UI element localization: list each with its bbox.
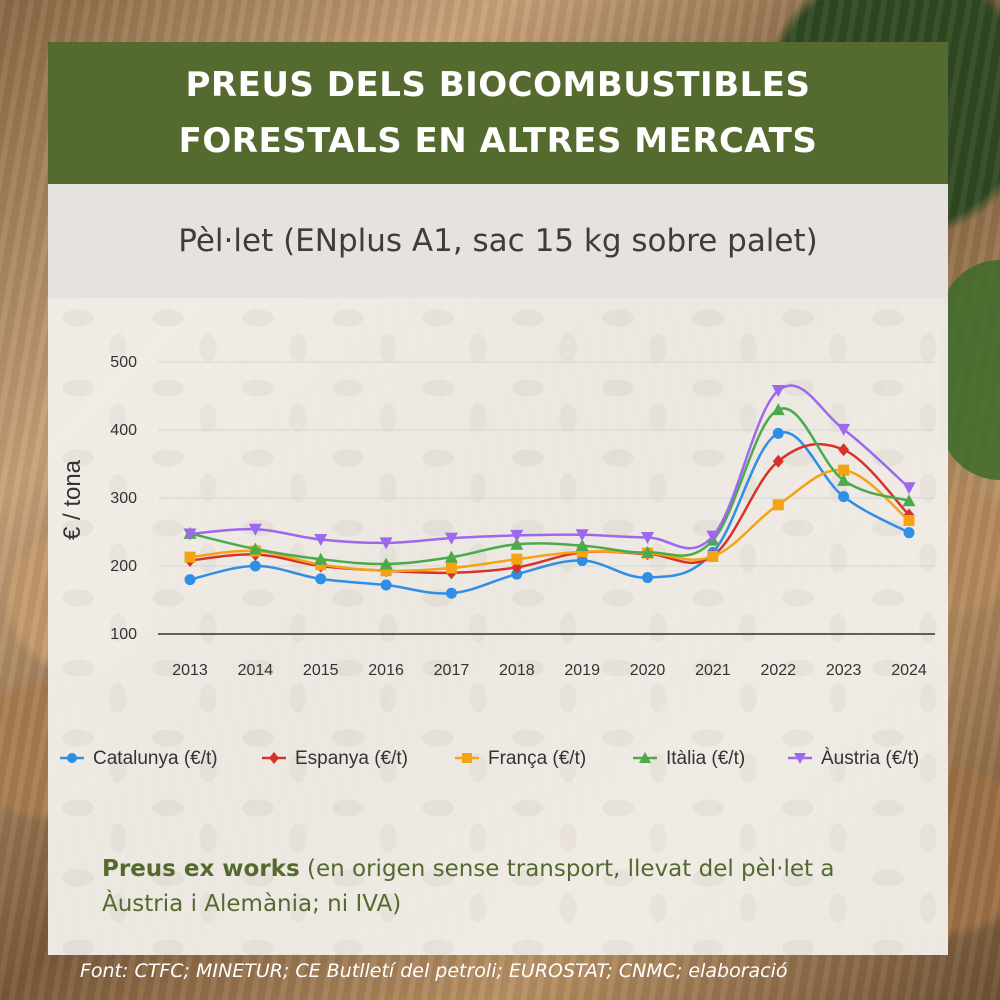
data-point-4-2014 <box>248 523 262 536</box>
y-tick-label-200: 200 <box>110 558 137 575</box>
data-point-4-2022 <box>771 385 785 398</box>
data-point-2-2017 <box>445 562 457 574</box>
data-point-4-2024 <box>902 482 916 495</box>
data-point-0-2013 <box>184 574 196 586</box>
data-point-4-2021 <box>706 530 720 543</box>
x-tick-label-2013: 2013 <box>172 662 208 679</box>
series-line-4 <box>189 384 910 550</box>
data-point-1-2022 <box>772 454 784 468</box>
legend-marker-0 <box>67 753 77 763</box>
data-point-2-2024 <box>903 514 915 526</box>
data-point-3-2020 <box>641 545 655 558</box>
price-note: Preus ex works (en origen sense transpor… <box>102 852 922 922</box>
title-line-2: FORESTALS EN ALTRES MERCATS <box>178 121 818 161</box>
x-tick-label-2017: 2017 <box>434 662 470 679</box>
data-point-2-2019 <box>576 546 588 558</box>
price-note-bold: Preus ex works <box>102 856 300 882</box>
price-note-text: (en origen sense transport, llevat del p… <box>102 856 835 917</box>
x-tick-label-2021: 2021 <box>695 662 731 679</box>
page-title: PREUS DELS BIOCOMBUSTIBLES FORESTALS EN … <box>48 42 948 184</box>
data-point-3-2024 <box>902 494 916 507</box>
data-point-3-2016 <box>379 557 393 570</box>
data-point-3-2015 <box>314 552 328 565</box>
data-point-3-2019 <box>575 539 589 552</box>
title-line-1: PREUS DELS BIOCOMBUSTIBLES <box>185 65 811 105</box>
data-point-2-2018 <box>511 553 523 565</box>
data-point-4-2018 <box>510 529 524 542</box>
legend-marker-3 <box>639 752 651 763</box>
x-tick-label-2014: 2014 <box>238 662 274 679</box>
pellet-texture <box>48 298 948 955</box>
x-tick-label-2024: 2024 <box>891 662 927 679</box>
data-point-4-2013 <box>183 528 197 541</box>
data-point-0-2020 <box>642 572 654 584</box>
legend-label-0: Catalunya (€/t) <box>93 748 218 769</box>
data-point-0-2015 <box>315 573 327 585</box>
data-point-2-2013 <box>184 551 196 563</box>
source-credit: Font: CTFC; MINETUR; CE Butlletí del pet… <box>80 960 788 982</box>
data-point-0-2023 <box>838 491 850 503</box>
x-tick-label-2020: 2020 <box>630 662 666 679</box>
data-point-4-2023 <box>837 423 851 436</box>
y-tick-label-400: 400 <box>110 422 137 439</box>
y-tick-label-100: 100 <box>110 626 137 643</box>
data-point-0-2017 <box>445 587 457 599</box>
data-point-3-2017 <box>444 550 458 563</box>
data-point-2-2021 <box>707 550 719 562</box>
legend-label-4: Àustria (€/t) <box>821 748 919 769</box>
x-tick-label-2018: 2018 <box>499 662 535 679</box>
x-tick-label-2015: 2015 <box>303 662 339 679</box>
data-point-0-2014 <box>249 560 261 572</box>
subtitle-band: Pèl·let (ENplus A1, sac 15 kg sobre pale… <box>48 184 948 298</box>
series-line-3 <box>189 407 910 566</box>
y-tick-label-500: 500 <box>110 354 137 371</box>
data-point-0-2022 <box>772 427 784 439</box>
background-leaf <box>940 260 1000 480</box>
x-tick-label-2023: 2023 <box>826 662 862 679</box>
y-tick-label-300: 300 <box>110 490 137 507</box>
legend-marker-4 <box>794 753 806 764</box>
legend-marker-1 <box>269 752 279 764</box>
data-point-4-2019 <box>575 529 589 542</box>
chart-subtitle: Pèl·let (ENplus A1, sac 15 kg sobre pale… <box>178 223 818 259</box>
data-point-0-2019 <box>576 555 588 567</box>
data-point-1-2023 <box>838 443 850 457</box>
data-point-3-2023 <box>837 473 851 486</box>
x-tick-label-2022: 2022 <box>760 662 796 679</box>
data-point-0-2016 <box>380 579 392 591</box>
legend-label-3: Itàlia (€/t) <box>666 748 745 769</box>
data-point-2-2023 <box>838 464 850 476</box>
data-point-4-2015 <box>314 533 328 546</box>
data-point-4-2020 <box>641 531 655 544</box>
data-point-3-2014 <box>248 542 262 555</box>
data-point-3-2022 <box>771 403 785 416</box>
data-point-4-2016 <box>379 537 393 550</box>
series-line-0 <box>189 430 910 595</box>
legend-marker-2 <box>462 753 472 763</box>
data-point-3-2018 <box>510 537 524 550</box>
data-point-0-2018 <box>511 568 523 580</box>
data-point-2-2016 <box>380 565 392 577</box>
data-point-4-2017 <box>444 532 458 545</box>
x-tick-label-2019: 2019 <box>564 662 600 679</box>
legend-label-1: Espanya (€/t) <box>295 748 408 769</box>
data-point-2-2022 <box>772 499 784 511</box>
x-tick-label-2016: 2016 <box>368 662 404 679</box>
data-point-0-2024 <box>903 527 915 539</box>
y-axis-label: € / tona <box>59 459 86 540</box>
legend-label-2: França (€/t) <box>488 748 586 769</box>
